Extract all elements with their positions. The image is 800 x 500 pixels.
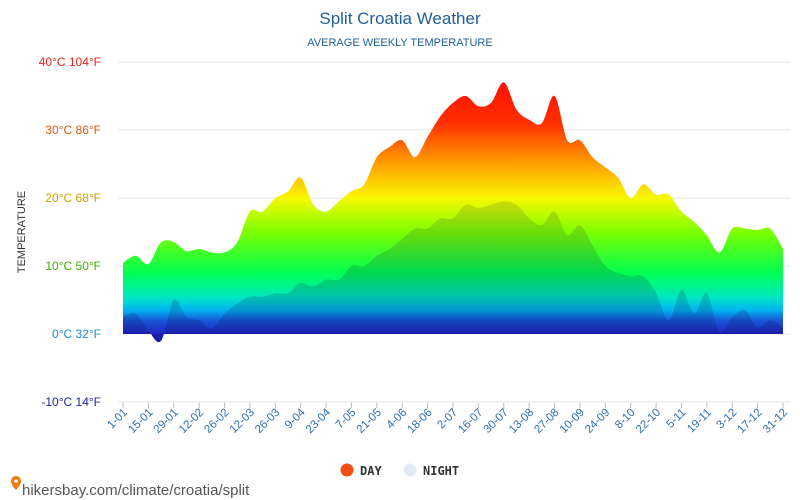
x-tick-label: 22-10 <box>634 407 663 436</box>
y-tick-label: -10°C 14°F <box>41 395 101 409</box>
chart-title: Split Croatia Weather <box>319 9 481 28</box>
x-tick-label: 12-03 <box>228 407 257 436</box>
legend-marker <box>403 463 417 477</box>
x-tick-label: 26-03 <box>253 407 282 436</box>
x-tick-label: 18-06 <box>405 407 434 436</box>
x-tick-label: 30-07 <box>482 407 511 436</box>
y-tick-label: 40°C 104°F <box>39 55 101 69</box>
x-tick-label: 16-07 <box>456 407 485 436</box>
x-tick-label: 17-12 <box>735 407 764 436</box>
source-url[interactable]: hikersbay.com/climate/croatia/split <box>22 482 250 499</box>
source-link[interactable]: hikersbay.com/climate/croatia/split <box>11 476 250 499</box>
x-tick-label: 10-09 <box>558 407 587 436</box>
y-tick-label: 20°C 68°F <box>45 191 101 205</box>
legend-marker <box>340 463 354 477</box>
y-tick-label: 0°C 32°F <box>52 327 101 341</box>
x-tick-label: 29-01 <box>152 407 181 436</box>
y-tick-label: 30°C 86°F <box>45 123 101 137</box>
x-tick-label: 19-11 <box>685 407 714 436</box>
x-tick-label: 24-09 <box>583 407 612 436</box>
location-pin-icon <box>11 476 21 490</box>
plot-area <box>123 82 783 343</box>
y-axis-label: TEMPERATURE <box>16 191 28 273</box>
x-tick-label: 23-04 <box>304 406 334 436</box>
x-tick-label: 15-01 <box>126 407 155 436</box>
y-tick-label: 10°C 50°F <box>45 259 101 273</box>
legend-label: NIGHT <box>423 464 459 478</box>
series-shade-night <box>123 201 783 343</box>
x-tick-label: 27-08 <box>532 407 561 436</box>
legend-item-night[interactable]: NIGHT <box>403 463 460 479</box>
x-tick-label: 13-08 <box>507 407 536 436</box>
legend-item-day[interactable]: DAY <box>340 463 383 479</box>
x-tick-label: 21-05 <box>355 407 384 436</box>
legend-label: DAY <box>360 464 382 478</box>
x-tick-label: 12-02 <box>177 407 206 436</box>
series-area-day <box>123 82 783 334</box>
y-axis-ticks: 40°C 104°F 30°C 86°F 20°C 68°F 10°C 50°F 0°C… <box>39 55 101 409</box>
legend[interactable]: DAY NIGHT <box>340 463 460 479</box>
chart-subtitle: AVERAGE WEEKLY TEMPERATURE <box>307 37 492 49</box>
x-tick-label: 26-02 <box>202 407 231 436</box>
x-tick-label: 31-12 <box>761 407 790 436</box>
